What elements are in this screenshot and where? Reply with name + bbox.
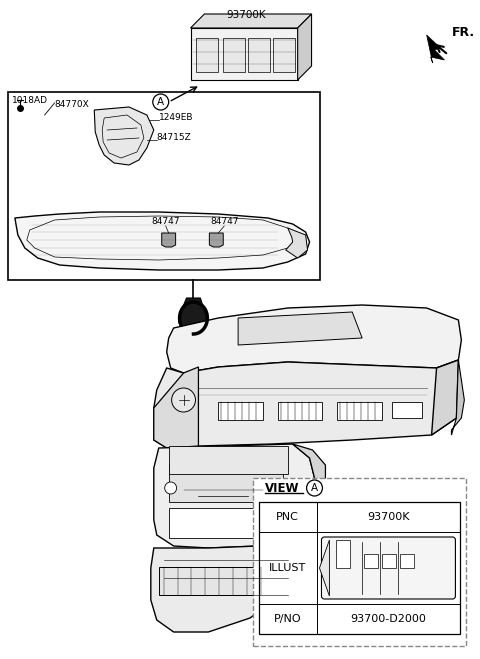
Polygon shape <box>162 233 176 247</box>
Polygon shape <box>191 28 298 80</box>
Bar <box>259 502 460 634</box>
Text: A: A <box>311 483 318 493</box>
Text: VIEW: VIEW <box>265 482 300 494</box>
Text: P/NO: P/NO <box>274 614 301 624</box>
Polygon shape <box>179 298 208 336</box>
Polygon shape <box>154 367 198 448</box>
Polygon shape <box>167 305 461 373</box>
Bar <box>223 38 245 72</box>
Polygon shape <box>94 107 154 165</box>
Bar <box>364 554 378 568</box>
Bar <box>159 567 286 595</box>
Circle shape <box>165 482 177 494</box>
Bar <box>196 38 218 72</box>
Polygon shape <box>286 228 308 258</box>
Bar <box>273 38 295 72</box>
Polygon shape <box>15 212 310 270</box>
Polygon shape <box>154 444 315 548</box>
Bar <box>168 464 283 502</box>
Bar <box>168 508 278 538</box>
Text: 84715Z: 84715Z <box>157 134 192 142</box>
Text: 93700-D2000: 93700-D2000 <box>350 614 426 624</box>
Bar <box>337 402 382 420</box>
Text: 84747: 84747 <box>152 217 180 227</box>
Polygon shape <box>298 14 312 80</box>
Bar <box>253 478 467 646</box>
Text: PNC: PNC <box>276 512 299 522</box>
Bar <box>336 540 350 568</box>
Polygon shape <box>151 545 306 632</box>
Bar <box>278 402 323 420</box>
Text: 93700K: 93700K <box>226 10 266 20</box>
Bar <box>382 554 396 568</box>
Text: 1018AD: 1018AD <box>12 96 48 105</box>
Text: 1249EB: 1249EB <box>159 113 193 123</box>
Polygon shape <box>293 444 325 548</box>
Bar <box>400 554 414 568</box>
Polygon shape <box>427 35 444 63</box>
Polygon shape <box>432 360 458 435</box>
Bar <box>248 38 270 72</box>
Polygon shape <box>209 233 223 247</box>
Bar <box>8 92 321 280</box>
Bar <box>392 402 421 418</box>
Bar <box>218 402 263 420</box>
Text: FR.: FR. <box>452 26 475 38</box>
Bar <box>168 446 288 474</box>
Polygon shape <box>238 312 362 345</box>
Text: ILLUST: ILLUST <box>269 563 306 573</box>
Polygon shape <box>320 540 329 596</box>
Text: 84747: 84747 <box>210 217 239 227</box>
FancyBboxPatch shape <box>322 537 456 599</box>
Polygon shape <box>154 360 458 448</box>
Polygon shape <box>452 360 464 435</box>
Text: 93700K: 93700K <box>367 512 410 522</box>
Polygon shape <box>288 535 323 600</box>
Text: 84770X: 84770X <box>55 100 89 109</box>
Text: A: A <box>157 97 164 107</box>
Circle shape <box>172 388 195 412</box>
Polygon shape <box>191 14 312 28</box>
